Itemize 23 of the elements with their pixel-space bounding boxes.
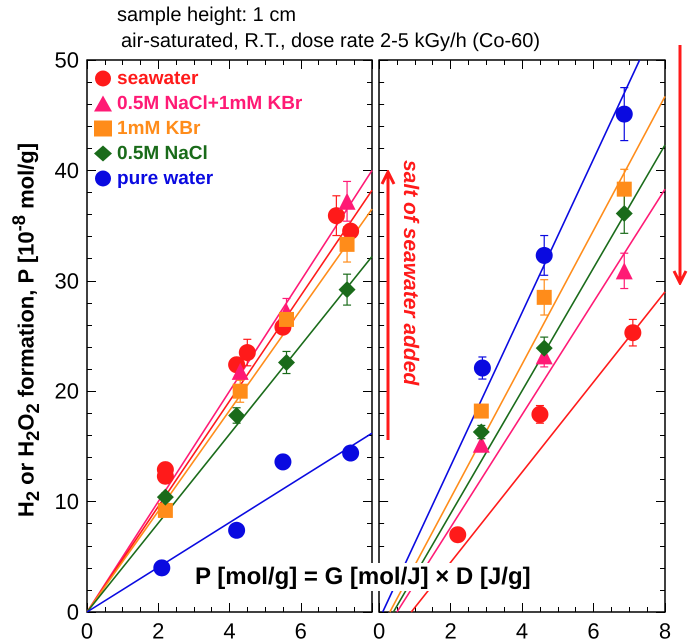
x-tick-label: 0 [372, 618, 386, 644]
y-tick-label: 40 [54, 158, 79, 183]
legend-label: 0.5M NaCl [117, 143, 208, 164]
x-tick-label: 8 [658, 618, 672, 644]
x-tick-label: 4 [223, 618, 236, 644]
annotation: P [mol/g] = G [mol/J] × D [J/g] [195, 563, 531, 591]
x-tick-label: 2 [152, 618, 164, 644]
x-tick-label: 6 [587, 618, 600, 644]
legend-label: pure water [117, 168, 214, 189]
x-tick-label: 6 [294, 618, 307, 644]
legend-label: 1mM KBr [117, 118, 202, 139]
annotation: salt of seawater added [398, 160, 422, 386]
text: air-saturated, R.T., dose rate 2-5 kGy/h (Co-60) [121, 30, 540, 53]
legend-label: 0.5M NaCl+1mM KBr [117, 93, 303, 114]
y-tick-label: 30 [54, 268, 79, 294]
y-tick-label: 20 [54, 378, 79, 404]
x-tick-label: 4 [516, 618, 528, 644]
x-tick-label: 2 [444, 618, 457, 644]
y-tick-label: 0 [66, 600, 79, 624]
y-tick-label: 50 [54, 48, 79, 72]
y-tick-label: 10 [54, 489, 79, 514]
text: sample height: 1 cm [117, 4, 296, 27]
legend-label: seawater [117, 68, 199, 89]
